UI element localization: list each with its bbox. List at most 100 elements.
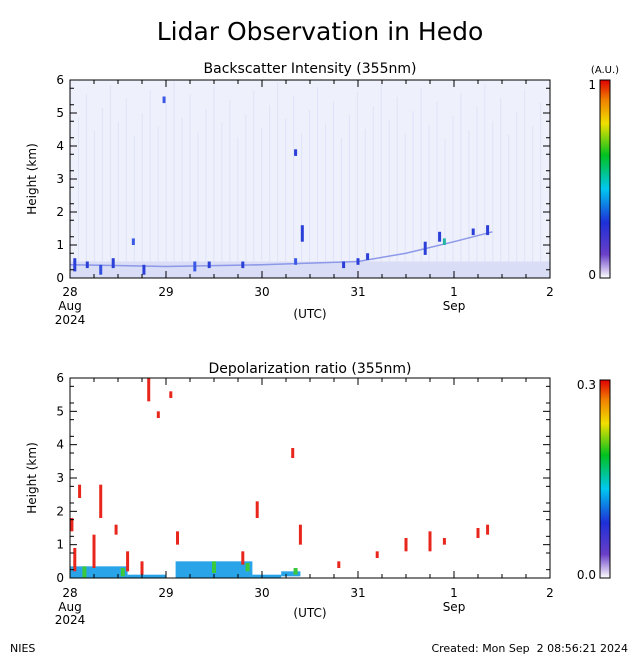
x-axis-label: (UTC): [293, 606, 326, 620]
backscatter-streak: [165, 104, 167, 278]
signal-feature: [375, 551, 379, 558]
x-tick-label: 30: [254, 586, 269, 600]
signal-feature: [99, 264, 103, 275]
depolarization-panel: Depolarization ratio (355nm) 0 1 2 3 4 5 6 Heig…: [25, 361, 611, 627]
backscatter-streak: [428, 125, 430, 278]
x-tick-month: Aug: [58, 600, 81, 614]
backscatter-streak: [277, 82, 279, 278]
signal-feature: [255, 501, 259, 518]
backscatter-streak: [213, 86, 215, 278]
depol-green-spot: [293, 568, 298, 575]
backscatter-streak: [133, 136, 135, 278]
backscatter-streak: [221, 123, 223, 278]
backscatter-streak: [149, 90, 151, 278]
signal-feature: [241, 551, 245, 565]
backscatter-streak: [372, 106, 374, 278]
aerosol-layer: [281, 571, 301, 577]
backscatter-streak: [197, 132, 199, 278]
signal-feature: [162, 96, 166, 104]
backscatter-streak: [189, 95, 191, 278]
backscatter-streak: [388, 120, 390, 278]
x-tick-label: 30: [254, 285, 269, 299]
signal-feature: [442, 238, 446, 245]
backscatter-streak: [420, 88, 422, 278]
depol-green-spot: [245, 563, 250, 572]
backscatter-streak: [317, 87, 319, 278]
backscatter-streak: [532, 126, 534, 278]
y-axis-label: Height (km): [25, 442, 39, 513]
x-tick-label: 2: [546, 586, 554, 600]
signal-feature: [78, 484, 82, 498]
x-tick-label: 29: [158, 285, 173, 299]
y-tick-label: 0: [56, 571, 64, 585]
signal-feature: [356, 258, 360, 265]
backscatter-streak: [229, 100, 231, 278]
backscatter-streak: [293, 96, 295, 278]
signal-feature: [85, 261, 89, 269]
y-tick-label: 3: [56, 471, 64, 485]
aerosol-layer: [252, 574, 282, 578]
signal-feature: [193, 261, 197, 272]
backscatter-streak: [524, 89, 526, 278]
backscatter-streak: [253, 91, 255, 278]
signal-feature: [342, 261, 346, 269]
signal-feature: [298, 524, 302, 545]
x-tick-label: 31: [350, 285, 365, 299]
signal-feature: [147, 378, 151, 402]
backscatter-streak: [500, 98, 502, 278]
signal-feature: [207, 261, 211, 269]
backscatter-streak: [364, 129, 366, 278]
colorbar-max-label: 0.3: [577, 378, 596, 392]
x-tick-year: 2024: [55, 613, 86, 627]
backscatter-streak: [85, 94, 87, 278]
signal-feature: [428, 531, 432, 552]
backscatter-streak: [181, 118, 183, 278]
backscatter-streak: [261, 128, 263, 278]
backscatter-streak: [404, 134, 406, 278]
depol-green-spot: [82, 566, 87, 578]
y-tick-label: 6: [56, 371, 64, 385]
backscatter-streak: [173, 81, 175, 278]
colorbar-unit: (A.U.): [591, 65, 619, 76]
backscatter-streak: [356, 92, 358, 278]
backscatter-title: Backscatter Intensity (355nm): [204, 61, 417, 77]
signal-feature: [476, 528, 480, 538]
y-tick-label: 1: [56, 538, 64, 552]
signal-feature: [291, 448, 295, 458]
signal-feature: [99, 484, 103, 518]
backscatter-streak: [157, 127, 159, 278]
backscatter-streak: [444, 139, 446, 278]
plot-background: [70, 378, 550, 578]
y-tick-label: 0: [56, 271, 64, 285]
signal-feature: [337, 561, 341, 568]
backscatter-streak: [125, 99, 127, 278]
x-tick-month: Sep: [443, 299, 466, 313]
x-axis-label: (UTC): [293, 307, 326, 321]
backscatter-streak: [285, 119, 287, 278]
backscatter-panel: Backscatter Intensity (355nm) 0 1 2 3 4 5 6 Hei…: [25, 61, 619, 327]
y-tick-label: 4: [56, 438, 64, 452]
colorbar-min-label: 0.0: [577, 568, 596, 582]
backscatter-streak: [468, 130, 470, 278]
aerosol-layer: [127, 574, 166, 578]
backscatter-streak: [412, 111, 414, 278]
backscatter-streak: [340, 138, 342, 278]
y-tick-label: 5: [56, 404, 64, 418]
backscatter-streak: [205, 109, 207, 278]
signal-feature: [142, 264, 146, 275]
signal-feature: [438, 231, 442, 242]
backscatter-streak: [476, 107, 478, 278]
backscatter-streak: [141, 113, 143, 278]
x-tick-month: Aug: [58, 299, 81, 313]
x-tick-label: 1: [450, 285, 458, 299]
backscatter-streak: [93, 131, 95, 278]
y-tick-label: 2: [56, 504, 64, 518]
backscatter-streak: [508, 135, 510, 278]
signal-feature: [131, 238, 135, 245]
signal-feature: [294, 258, 298, 265]
colorbar: [599, 379, 611, 579]
y-axis-label: Height (km): [25, 143, 39, 214]
x-tick-label: 1: [450, 586, 458, 600]
signal-feature: [404, 538, 408, 552]
